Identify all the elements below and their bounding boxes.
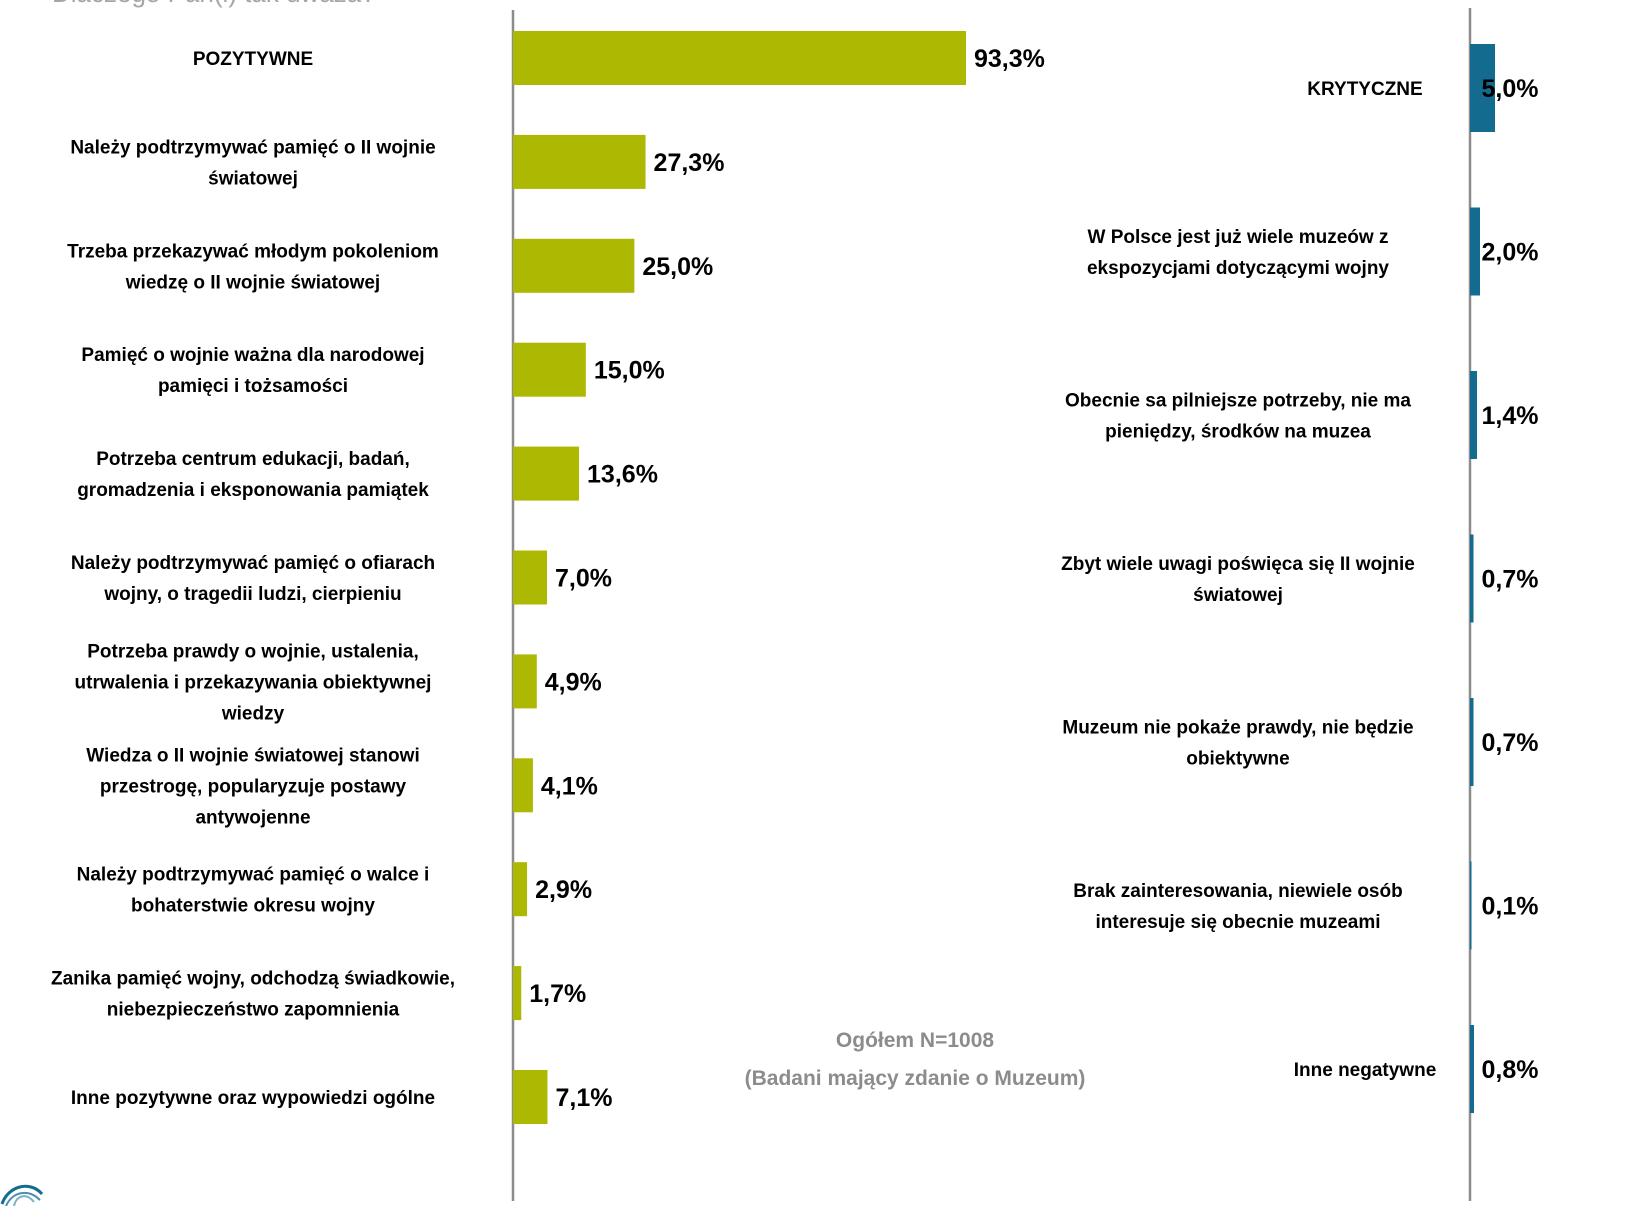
positive-category-label: Należy podtrzymywać pamięć o walce i <box>77 865 430 886</box>
sample-note-line-2: (Badani mający zdanie o Muzeum) <box>744 1067 1086 1090</box>
positive-category-label: Inne pozytywne oraz wypowiedzi ogólne <box>71 1088 435 1109</box>
positive-category-label: Potrzeba centrum edukacji, badań, <box>96 449 410 470</box>
positive-category-label: Wiedza o II wojnie światowej stanowi <box>86 745 419 766</box>
positive-value-label: 1,7% <box>529 980 586 1008</box>
critical-category-label: Muzeum nie pokaże prawdy, nie będzie <box>1062 718 1413 739</box>
sample-note: Ogółem N=1008 (Badani mający zdanie o Mu… <box>700 1022 1130 1098</box>
positive-bar <box>513 31 966 85</box>
positive-value-label: 7,1% <box>555 1084 612 1112</box>
positive-bar <box>513 446 580 501</box>
positive-category-label: gromadzenia i eksponowania pamiątek <box>77 480 429 501</box>
critical-bar <box>1470 207 1480 296</box>
positive-value-label: 27,3% <box>654 149 725 177</box>
critical-bar <box>1470 1025 1474 1113</box>
positive-category-label: wiedzy <box>221 703 285 724</box>
critical-category-label: Inne negatywne <box>1294 1060 1437 1081</box>
critical-bar <box>1470 371 1477 459</box>
positive-bar <box>513 758 533 813</box>
positive-category-label: POZYTYWNE <box>193 49 313 70</box>
critical-category-label: Obecnie sa pilniejsze potrzeby, nie ma <box>1065 391 1411 412</box>
positive-bar <box>513 342 586 397</box>
critical-category-label: pieniędzy, środków na muzea <box>1105 422 1371 443</box>
positive-category-label: Należy podtrzymywać pamięć o II wojnie <box>70 137 435 158</box>
positive-category-label: utrwalenia i przekazywania obiektywnej <box>75 672 432 693</box>
critical-value-label: 0,7% <box>1482 566 1539 594</box>
positive-category-label: światowej <box>208 168 298 189</box>
positive-value-label: 13,6% <box>587 461 658 489</box>
positive-category-label: antywojenne <box>195 807 310 828</box>
positive-bar <box>513 134 646 189</box>
critical-category-label: Brak zainteresowania, niewiele osób <box>1073 881 1402 902</box>
critical-reasons-chart: 5,0% KRYTYCZNE 2,0% W Polsce jest już wiele… <box>1061 8 1538 1201</box>
positive-value-label: 4,9% <box>545 668 602 696</box>
positive-category-label: Trzeba przekazywać młodym pokoleniom <box>67 241 439 262</box>
sample-note-line-1: Ogółem N=1008 <box>835 1029 995 1052</box>
critical-value-label: 2,0% <box>1482 239 1539 267</box>
critical-value-label: 5,0% <box>1482 75 1539 103</box>
critical-value-label: 0,1% <box>1482 893 1539 921</box>
positive-category-label: przestrogę, popularyzuje postawy <box>100 776 407 797</box>
positive-bar <box>513 966 522 1021</box>
critical-value-label: 0,7% <box>1482 729 1539 757</box>
globe-logo-icon <box>0 1184 44 1206</box>
critical-category-label: ekspozycjami dotyczącymi wojny <box>1087 258 1389 279</box>
positive-category-label: niebezpieczeństwo zapomnienia <box>107 1000 400 1021</box>
positive-bar <box>513 1070 548 1124</box>
positive-value-label: 93,3% <box>974 45 1045 73</box>
positive-value-label: 25,0% <box>642 253 713 281</box>
positive-category-label: Pamięć o wojnie ważna dla narodowej <box>81 345 424 366</box>
critical-category-label: KRYTYCZNE <box>1307 79 1422 100</box>
positive-bar <box>513 862 528 917</box>
critical-category-label: W Polsce jest już wiele muzeów z <box>1088 227 1389 248</box>
critical-bar <box>1470 698 1474 786</box>
positive-reasons-chart: 93,3% POZYTYWNE 27,3% Należy podtrzymywać p… <box>51 10 1045 1201</box>
positive-category-label: Zanika pamięć wojny, odchodzą świadkowie… <box>51 969 455 990</box>
positive-value-label: 7,0% <box>555 565 612 593</box>
critical-bar <box>1470 44 1495 132</box>
positive-value-label: 15,0% <box>594 357 665 385</box>
critical-category-label: obiektywne <box>1186 749 1289 770</box>
positive-bar <box>513 238 635 293</box>
critical-category-label: Zbyt wiele uwagi poświęca się II wojnie <box>1061 554 1415 575</box>
positive-category-label: Potrzeba prawdy o wojnie, ustalenia, <box>87 641 419 662</box>
critical-category-label: interesuje się obecnie muzeami <box>1095 912 1380 933</box>
positive-category-label: wiedzę o II wojnie światowej <box>125 272 380 293</box>
question-text: Dlaczego Pan(i) tak uważa? <box>52 0 376 9</box>
positive-category-label: pamięci i tożsamości <box>158 376 348 397</box>
critical-value-label: 1,4% <box>1482 402 1539 430</box>
critical-bar <box>1470 534 1474 623</box>
positive-category-label: Należy podtrzymywać pamięć o ofiarach <box>71 553 435 574</box>
positive-value-label: 2,9% <box>535 876 592 904</box>
critical-bar <box>1470 861 1472 950</box>
positive-bar <box>513 550 547 605</box>
positive-value-label: 4,1% <box>541 772 598 800</box>
positive-bar <box>513 654 537 709</box>
critical-category-label: światowej <box>1193 585 1283 606</box>
positive-category-label: wojny, o tragedii ludzi, cierpieniu <box>103 584 401 605</box>
critical-value-label: 0,8% <box>1482 1056 1539 1084</box>
positive-category-label: bohaterstwie okresu wojny <box>131 896 375 917</box>
